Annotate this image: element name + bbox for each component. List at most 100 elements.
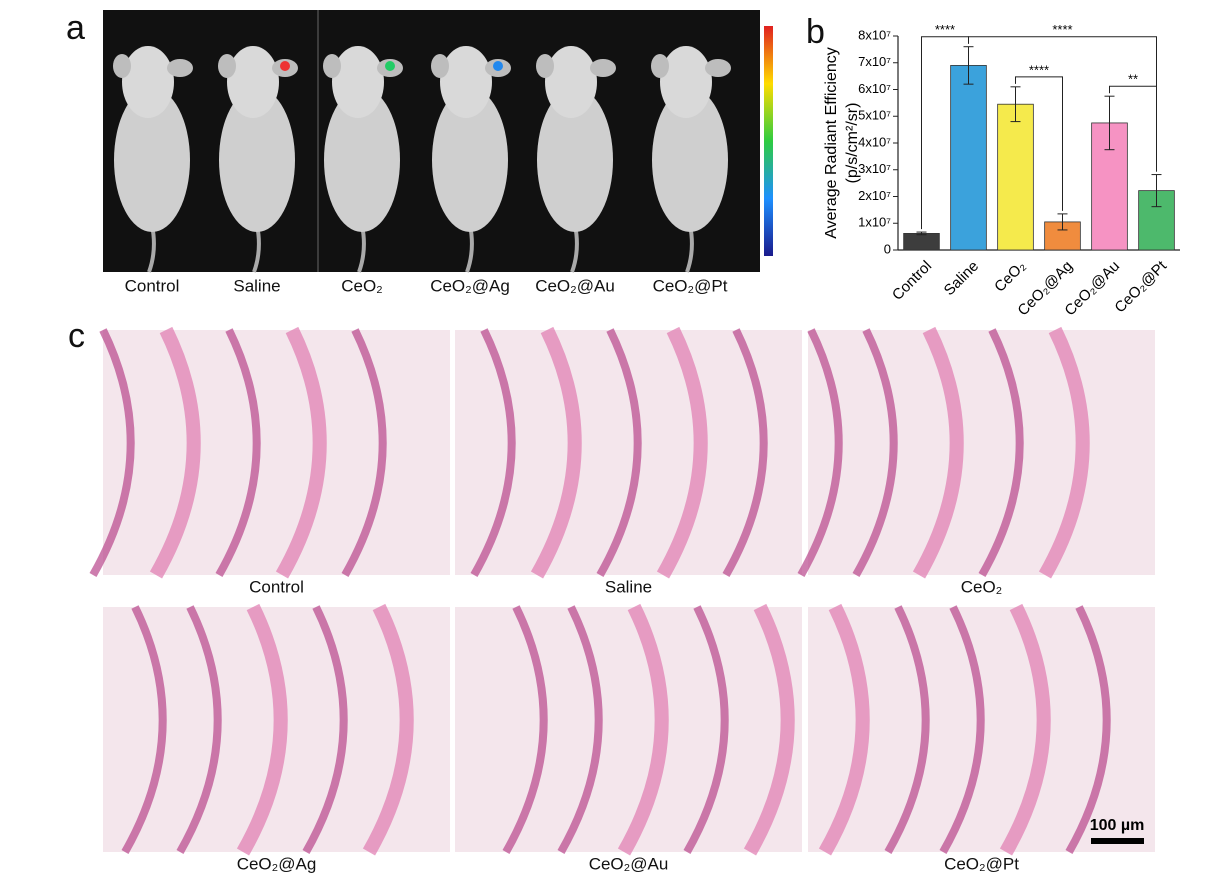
mouse-head [440,46,492,118]
tissue-band [215,328,261,577]
mouse-body [652,88,728,232]
panel-label: b [806,13,825,51]
tissue-band [470,328,516,577]
tissue-band [557,605,603,854]
histology-image [103,330,450,575]
histology-image [455,607,802,852]
image-caption: Saline [605,577,652,596]
bar [997,103,1034,251]
signal-spot [493,61,503,71]
y-tick-label: 8x10⁷ [858,27,891,42]
imaging-photo [103,10,760,272]
mouse-head [545,46,597,118]
mice [113,46,731,273]
tissue-band [617,603,669,856]
signal-spot [280,61,290,71]
y-tick-label: 4x10⁷ [858,134,891,149]
mouse-ear [113,54,131,78]
tissue-band [722,328,768,577]
mouse-head [122,46,174,118]
y-tick-label: 0 [884,241,891,256]
mouse-body [114,88,190,232]
tissue-band [121,605,167,854]
image-caption: CeO₂@Pt [944,854,1019,873]
significance-bracket [1109,85,1157,172]
panel-label: c [68,317,85,355]
mouse-ear [167,59,193,77]
tissue-band [683,605,729,854]
mouse-ear [705,59,731,77]
image-caption: CeO₂@Ag [237,854,317,873]
significance-label: **** [935,22,955,37]
image-caption: CeO₂@Pt [653,276,728,295]
x-tick-label: Saline [941,258,983,300]
image-caption: CeO₂ [961,577,1003,596]
bar [903,233,940,251]
y-tick-label: 1x10⁷ [858,215,891,230]
scale-bar-label: 100 µm [1090,817,1145,834]
tissue-band [818,603,870,856]
colorbar [764,26,773,256]
image-caption: CeO₂@Ag [430,276,510,295]
mouse-head [332,46,384,118]
tissue-band [884,605,930,854]
tissue-band [939,605,985,854]
significance-label: **** [1052,22,1072,37]
tissue-band [743,603,795,856]
tissue-band [656,326,708,579]
y-axis-label: Average Radiant Efficiency [823,47,840,239]
y-tick-label: 3x10⁷ [858,161,891,176]
y-axis-label: (p/s/cm²/sr) [844,103,861,184]
tissue-band [89,328,135,577]
image-caption: Control [249,577,304,596]
mouse-body [432,88,508,232]
image-caption: CeO₂@Au [535,276,615,295]
mouse-ear [651,54,669,78]
bar [950,65,987,251]
tissue-band [1038,326,1090,579]
tissue-band [978,328,1024,577]
signal-spot [385,61,395,71]
tissue-band [852,328,898,577]
image-caption: CeO₂@Au [589,854,669,873]
image-caption: CeO₂ [341,276,383,295]
x-tick-label: Control [889,258,935,304]
y-tick-label: 2x10⁷ [858,188,891,203]
tissue-band [275,326,327,579]
mouse-ear [323,54,341,78]
mouse-body [324,88,400,232]
scale-bar [1091,838,1144,844]
tissue-band [302,605,348,854]
tissue-band [236,603,288,856]
histology [89,326,1155,856]
significance-label: ** [1128,72,1138,87]
y-tick-label: 5x10⁷ [858,108,891,123]
tissue-band [797,328,843,577]
tissue-band [596,328,642,577]
tissue-band [362,603,414,856]
significance-label: **** [1029,62,1049,77]
x-tick-label: CeO₂ [991,257,1029,295]
mouse-ear [431,54,449,78]
tissue-band [1065,605,1111,854]
image-caption: Control [125,276,180,295]
mouse-body [219,88,295,232]
x-tick-label: CeO₂@Pt [1111,257,1170,316]
mouse-ear [590,59,616,77]
image-caption: Saline [233,276,280,295]
mouse-ear [218,54,236,78]
tissue-band [149,326,201,579]
significance-bracket [1015,76,1063,211]
mouse-head [227,46,279,118]
y-tick-label: 7x10⁷ [858,54,891,69]
panel-label: a [66,9,85,47]
histology-image [808,330,1155,575]
mouse-body [537,88,613,232]
tissue-band [176,605,222,854]
mouse-ear [536,54,554,78]
tissue-band [341,328,387,577]
y-tick-label: 6x10⁷ [858,81,891,96]
tissue-band [502,605,548,854]
tissue-band [999,603,1051,856]
